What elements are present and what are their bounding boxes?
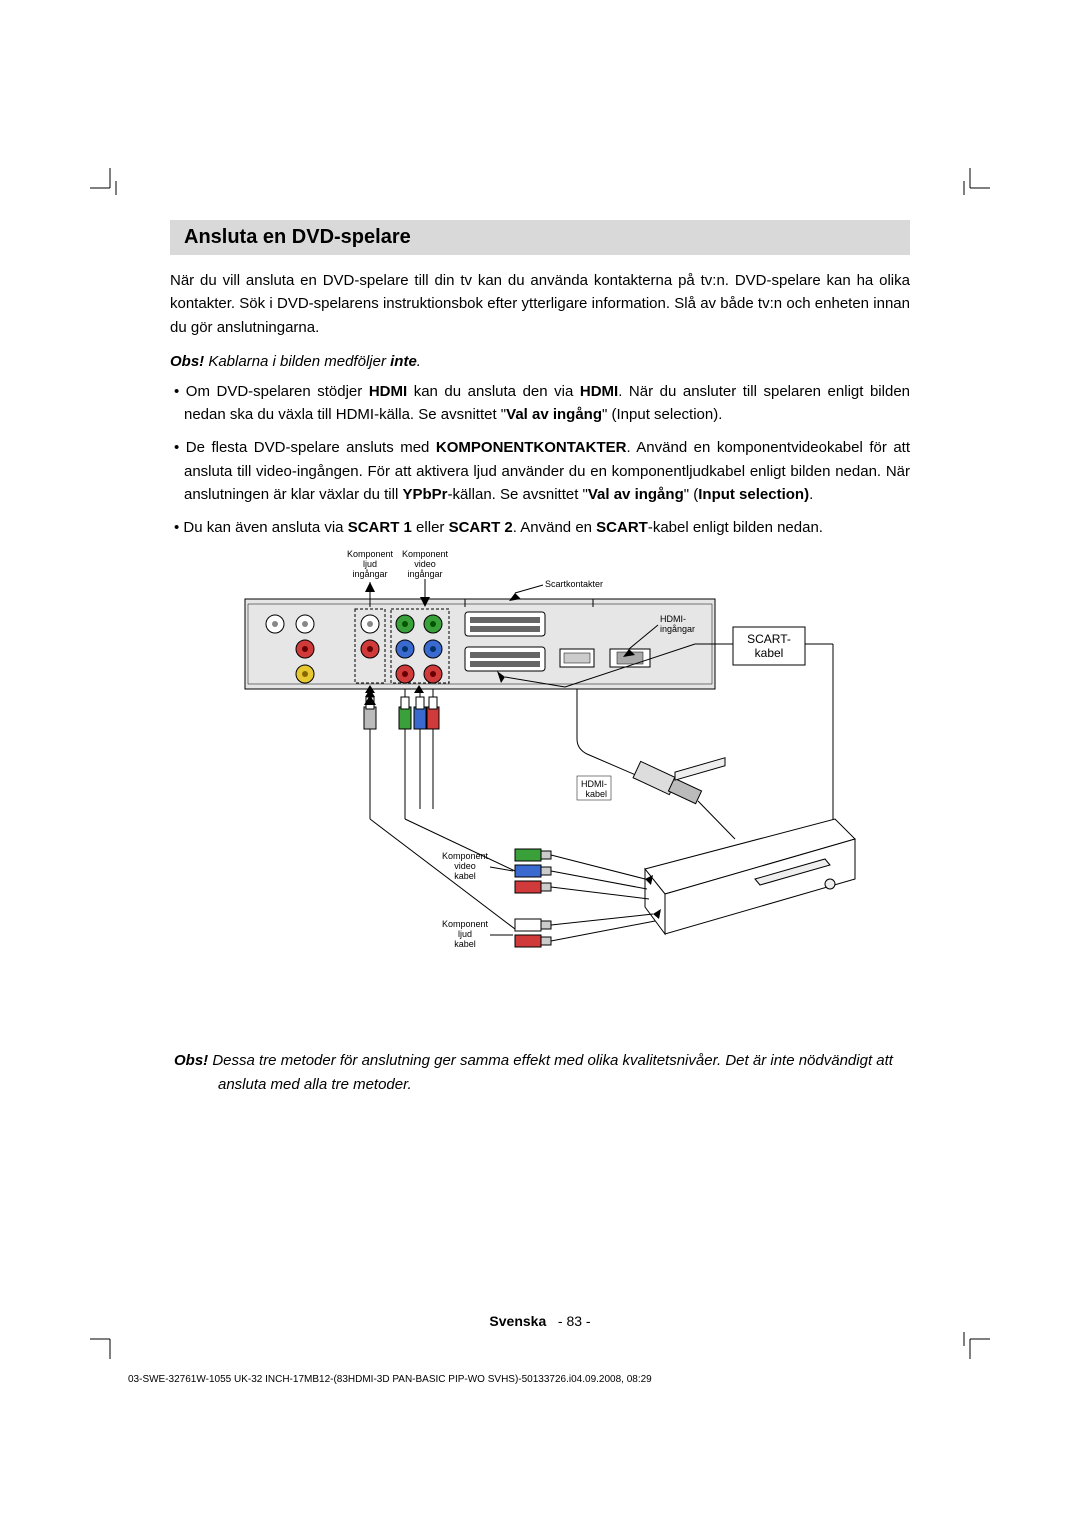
tv-back-panel bbox=[245, 599, 715, 689]
hdmi-cable: HDMI- kabel bbox=[577, 762, 735, 840]
page-no: - 83 - bbox=[558, 1313, 591, 1329]
svg-text:Scartkontakter: Scartkontakter bbox=[545, 579, 603, 589]
obs-note-2: Obs! Dessa tre metoder för anslutning ge… bbox=[170, 1049, 910, 1096]
rca-plugs bbox=[364, 685, 439, 729]
obs-em: inte bbox=[390, 353, 417, 370]
svg-text:ingångar: ingångar bbox=[407, 569, 442, 579]
svg-text:kabel: kabel bbox=[755, 646, 784, 660]
crop-mark-bl bbox=[90, 1323, 126, 1359]
obs-note-1: Obs! Kablarna i bilden medföljer inte. bbox=[170, 353, 910, 370]
bullet-hdmi: Om DVD-spelaren stödjer HDMI kan du ansl… bbox=[170, 380, 910, 427]
svg-text:Komponent: Komponent bbox=[402, 549, 449, 559]
page-content: Ansluta en DVD-spelare När du vill anslu… bbox=[170, 220, 910, 1367]
page-number: Svenska - 83 - bbox=[170, 1313, 910, 1329]
svg-text:video: video bbox=[454, 861, 476, 871]
svg-text:Komponent: Komponent bbox=[347, 549, 394, 559]
intro-paragraph: När du vill ansluta en DVD-spelare till … bbox=[170, 269, 910, 339]
svg-text:kabel: kabel bbox=[454, 939, 476, 949]
obs2-label: Obs! bbox=[174, 1052, 208, 1069]
svg-text:video: video bbox=[414, 559, 436, 569]
svg-text:kabel: kabel bbox=[454, 871, 476, 881]
crop-mark-tl bbox=[90, 168, 126, 204]
footer-meta: 03-SWE-32761W-1055 UK-32 INCH-17MB12-(83… bbox=[128, 1374, 910, 1385]
svg-text:ljud: ljud bbox=[363, 559, 377, 569]
bullet-component: De flesta DVD-spelare ansluts med KOMPON… bbox=[170, 436, 910, 506]
svg-text:ingångar: ingångar bbox=[660, 624, 695, 634]
section-title-bar: Ansluta en DVD-spelare bbox=[170, 220, 910, 255]
obs-text: Kablarna i bilden medföljer bbox=[204, 353, 390, 370]
diagram-top-labels: Komponentljudingångar Komponentvideoingå… bbox=[347, 549, 603, 607]
obs-label: Obs! bbox=[170, 353, 204, 370]
connection-diagram: Komponentljudingångar Komponentvideoingå… bbox=[170, 549, 910, 989]
crop-mark-br bbox=[954, 1323, 990, 1359]
crop-mark-tr bbox=[954, 168, 990, 204]
svg-text:ingångar: ingångar bbox=[352, 569, 387, 579]
page-lang: Svenska bbox=[489, 1313, 546, 1329]
svg-text:Komponent: Komponent bbox=[442, 919, 489, 929]
svg-text:ljud: ljud bbox=[458, 929, 472, 939]
svg-text:SCART-: SCART- bbox=[747, 632, 791, 646]
svg-text:HDMI-: HDMI- bbox=[581, 779, 607, 789]
svg-text:HDMI-: HDMI- bbox=[660, 614, 686, 624]
component-connectors: Komponent video kabel Komponent ljud kab… bbox=[370, 819, 661, 949]
obs2-text: Dessa tre metoder för anslutning ger sam… bbox=[208, 1052, 893, 1092]
diagram-svg: Komponentljudingångar Komponentvideoingå… bbox=[215, 549, 865, 989]
svg-text:kabel: kabel bbox=[585, 789, 607, 799]
section-title: Ansluta en DVD-spelare bbox=[184, 226, 411, 248]
bullet-scart: Du kan även ansluta via SCART 1 eller SC… bbox=[170, 516, 910, 539]
svg-text:Komponent: Komponent bbox=[442, 851, 489, 861]
